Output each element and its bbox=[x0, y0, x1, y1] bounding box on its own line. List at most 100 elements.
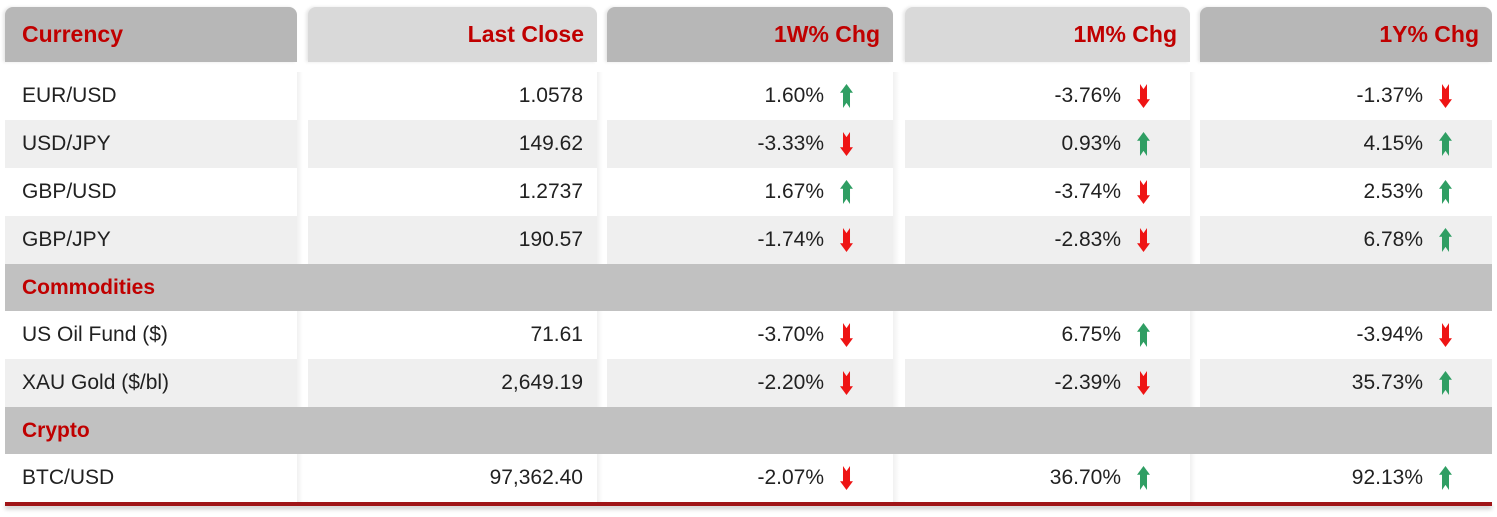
chg-1w-value: -3.70% bbox=[757, 323, 824, 346]
column-header-last-close: Last Close bbox=[308, 7, 597, 62]
chg-1y-cell: 4.15% bbox=[1200, 120, 1492, 168]
chg-1y-value: 4.15% bbox=[1363, 132, 1423, 155]
table-body: EUR/USD 1.0578 1.60% -3.76% -1.37% USD/J… bbox=[5, 72, 1492, 502]
chg-1y-cell: 2.53% bbox=[1200, 168, 1492, 216]
column-gap bbox=[1190, 311, 1200, 359]
column-gap bbox=[597, 311, 607, 359]
chg-1w-value: 1.67% bbox=[764, 180, 824, 203]
chg-1m-value: 6.75% bbox=[1061, 323, 1121, 346]
section-label: Crypto bbox=[5, 407, 1492, 454]
ribbon-arrow-down-icon bbox=[840, 132, 853, 156]
header-spacer bbox=[5, 62, 1492, 72]
chg-1w-cell: -3.70% bbox=[607, 311, 893, 359]
table-header-row: Currency Last Close 1W% Chg 1M% Chg 1Y% … bbox=[5, 7, 1492, 62]
chg-1w-value: 1.60% bbox=[764, 84, 824, 107]
chg-1m-cell: -2.39% bbox=[905, 359, 1190, 407]
column-gap bbox=[297, 168, 308, 216]
column-gap bbox=[893, 72, 905, 120]
instrument-name: BTC/USD bbox=[5, 454, 297, 502]
chg-1w-cell: -1.74% bbox=[607, 216, 893, 264]
table-row: GBP/USD 1.2737 1.67% -3.74% 2.53% bbox=[5, 168, 1492, 216]
chg-1m-cell: -2.83% bbox=[905, 216, 1190, 264]
column-gap bbox=[1190, 120, 1200, 168]
column-gap bbox=[297, 216, 308, 264]
chg-1y-value: 2.53% bbox=[1363, 180, 1423, 203]
chg-1y-cell: -3.94% bbox=[1200, 311, 1492, 359]
column-gap bbox=[893, 7, 905, 62]
column-gap bbox=[1190, 216, 1200, 264]
chg-1w-cell: 1.60% bbox=[607, 72, 893, 120]
last-close-value: 1.2737 bbox=[308, 168, 597, 216]
column-gap bbox=[597, 359, 607, 407]
chg-1w-cell: 1.67% bbox=[607, 168, 893, 216]
last-close-value: 1.0578 bbox=[308, 72, 597, 120]
column-gap bbox=[597, 120, 607, 168]
ribbon-arrow-down-icon bbox=[1439, 84, 1452, 108]
ribbon-arrow-down-icon bbox=[1137, 84, 1150, 108]
column-gap bbox=[893, 359, 905, 407]
chg-1m-cell: -3.74% bbox=[905, 168, 1190, 216]
instrument-name: USD/JPY bbox=[5, 120, 297, 168]
column-gap bbox=[597, 72, 607, 120]
column-gap bbox=[893, 168, 905, 216]
ribbon-arrow-down-icon bbox=[1137, 180, 1150, 204]
column-gap bbox=[597, 7, 607, 62]
table-bottom-border bbox=[5, 502, 1492, 506]
chg-1y-cell: 35.73% bbox=[1200, 359, 1492, 407]
last-close-value: 97,362.40 bbox=[308, 454, 597, 502]
chg-1y-value: 6.78% bbox=[1363, 228, 1423, 251]
table-row: XAU Gold ($/bl) 2,649.19 -2.20% -2.39% 3… bbox=[5, 359, 1492, 407]
column-gap bbox=[297, 311, 308, 359]
ribbon-arrow-up-icon bbox=[1137, 466, 1150, 490]
last-close-value: 149.62 bbox=[308, 120, 597, 168]
chg-1w-cell: -2.20% bbox=[607, 359, 893, 407]
last-close-value: 2,649.19 bbox=[308, 359, 597, 407]
chg-1y-cell: 6.78% bbox=[1200, 216, 1492, 264]
table-row: GBP/JPY 190.57 -1.74% -2.83% 6.78% bbox=[5, 216, 1492, 264]
ribbon-arrow-up-icon bbox=[1137, 323, 1150, 347]
table-row: US Oil Fund ($) 71.61 -3.70% 6.75% -3.94… bbox=[5, 311, 1492, 359]
column-gap bbox=[893, 454, 905, 502]
ribbon-arrow-up-icon bbox=[840, 84, 853, 108]
column-gap bbox=[297, 120, 308, 168]
table-row: EUR/USD 1.0578 1.60% -3.76% -1.37% bbox=[5, 72, 1492, 120]
instrument-name: EUR/USD bbox=[5, 72, 297, 120]
last-close-value: 190.57 bbox=[308, 216, 597, 264]
ribbon-arrow-up-icon bbox=[1439, 466, 1452, 490]
instrument-name: GBP/JPY bbox=[5, 216, 297, 264]
chg-1y-value: 35.73% bbox=[1351, 371, 1423, 394]
chg-1m-value: -2.39% bbox=[1054, 371, 1121, 394]
column-gap bbox=[597, 168, 607, 216]
ribbon-arrow-up-icon bbox=[1439, 132, 1452, 156]
instrument-name: US Oil Fund ($) bbox=[5, 311, 297, 359]
market-summary-table: Currency Last Close 1W% Chg 1M% Chg 1Y% … bbox=[5, 7, 1492, 506]
ribbon-arrow-down-icon bbox=[840, 228, 853, 252]
chg-1w-value: -2.07% bbox=[757, 466, 824, 489]
chg-1y-value: 92.13% bbox=[1351, 466, 1423, 489]
chg-1w-cell: -2.07% bbox=[607, 454, 893, 502]
chg-1w-value: -3.33% bbox=[757, 132, 824, 155]
ribbon-arrow-up-icon bbox=[1439, 180, 1452, 204]
column-gap bbox=[597, 454, 607, 502]
chg-1y-value: -1.37% bbox=[1356, 84, 1423, 107]
chg-1y-value: -3.94% bbox=[1356, 323, 1423, 346]
column-gap bbox=[1190, 168, 1200, 216]
column-header-1m-chg: 1M% Chg bbox=[905, 7, 1190, 62]
chg-1m-value: -3.74% bbox=[1054, 180, 1121, 203]
section-row: Commodities bbox=[5, 264, 1492, 311]
chg-1m-value: 36.70% bbox=[1049, 466, 1121, 489]
column-gap bbox=[297, 454, 308, 502]
ribbon-arrow-up-icon bbox=[1137, 132, 1150, 156]
last-close-value: 71.61 bbox=[308, 311, 597, 359]
ribbon-arrow-up-icon bbox=[1439, 371, 1452, 395]
column-gap bbox=[1190, 359, 1200, 407]
column-header-1y-chg: 1Y% Chg bbox=[1200, 7, 1492, 62]
column-header-currency: Currency bbox=[5, 7, 297, 62]
ribbon-arrow-up-icon bbox=[1439, 228, 1452, 252]
column-gap bbox=[893, 216, 905, 264]
instrument-name: XAU Gold ($/bl) bbox=[5, 359, 297, 407]
column-header-1w-chg: 1W% Chg bbox=[607, 7, 893, 62]
ribbon-arrow-down-icon bbox=[840, 466, 853, 490]
instrument-name: GBP/USD bbox=[5, 168, 297, 216]
chg-1m-cell: 0.93% bbox=[905, 120, 1190, 168]
